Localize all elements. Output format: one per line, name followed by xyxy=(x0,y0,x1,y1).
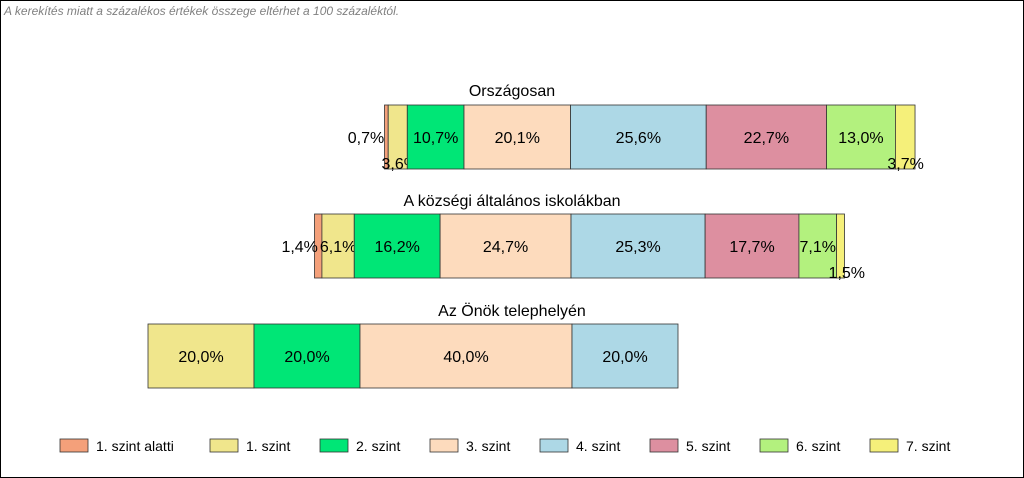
legend-swatch xyxy=(59,438,89,453)
data-label: 7,1% xyxy=(800,239,836,256)
bar-segment xyxy=(321,213,355,279)
bar-segment xyxy=(836,213,845,279)
data-label: 20,0% xyxy=(178,349,223,366)
data-label: 20,0% xyxy=(284,349,329,366)
data-label: 13,0% xyxy=(838,130,883,147)
bar-segment xyxy=(704,213,800,279)
rounding-note: A kerekítés miatt a százalékos értékek ö… xyxy=(4,4,400,18)
row-title: Országosan xyxy=(469,83,555,100)
bar-segment xyxy=(463,104,571,170)
bar-segment xyxy=(571,323,679,389)
data-label: 1,5% xyxy=(829,265,865,282)
data-label: 25,6% xyxy=(616,130,661,147)
legend-label: 2. szint xyxy=(356,438,400,454)
bar-segment xyxy=(253,323,361,389)
data-label: 0,7% xyxy=(348,130,384,147)
data-label: 24,7% xyxy=(483,239,528,256)
bar-segment xyxy=(147,323,255,389)
data-label: 25,3% xyxy=(615,239,660,256)
legend-swatch xyxy=(209,438,239,453)
row-title: Az Önök telephelyén xyxy=(438,302,586,320)
legend-swatch xyxy=(649,438,679,453)
bar-segment xyxy=(439,213,572,279)
legend-label: 4. szint xyxy=(576,438,620,454)
bar-segment xyxy=(895,104,916,170)
data-label: 22,7% xyxy=(744,130,789,147)
data-label: 3,7% xyxy=(887,156,923,173)
data-label: 1,4% xyxy=(281,239,317,256)
bar-segment xyxy=(570,213,706,279)
data-label: 16,2% xyxy=(374,239,419,256)
legend-label: 3. szint xyxy=(466,438,510,454)
legend-swatch xyxy=(539,438,569,453)
data-label: 20,1% xyxy=(495,130,540,147)
data-label: 40,0% xyxy=(443,349,488,366)
data-label: 20,0% xyxy=(602,349,647,366)
legend-label: 6. szint xyxy=(796,438,840,454)
data-label: 6,1% xyxy=(320,239,356,256)
legend-label: 1. szint xyxy=(246,438,290,454)
legend-swatch xyxy=(319,438,349,453)
bar-segment xyxy=(359,323,573,389)
legend-swatch xyxy=(429,438,459,453)
legend-label: 1. szint alatti xyxy=(96,438,174,454)
data-label: 17,7% xyxy=(729,239,774,256)
legend-swatch xyxy=(869,438,899,453)
bar-segment xyxy=(826,104,896,170)
bar-segment xyxy=(353,213,441,279)
bar-segment xyxy=(798,213,837,279)
legend-label: 7. szint xyxy=(906,438,950,454)
legend-label: 5. szint xyxy=(686,438,730,454)
bar-segment xyxy=(406,104,465,170)
data-label: 10,7% xyxy=(413,130,458,147)
legend-swatch xyxy=(759,438,789,453)
row-title: A községi általános iskolákban xyxy=(403,193,620,210)
